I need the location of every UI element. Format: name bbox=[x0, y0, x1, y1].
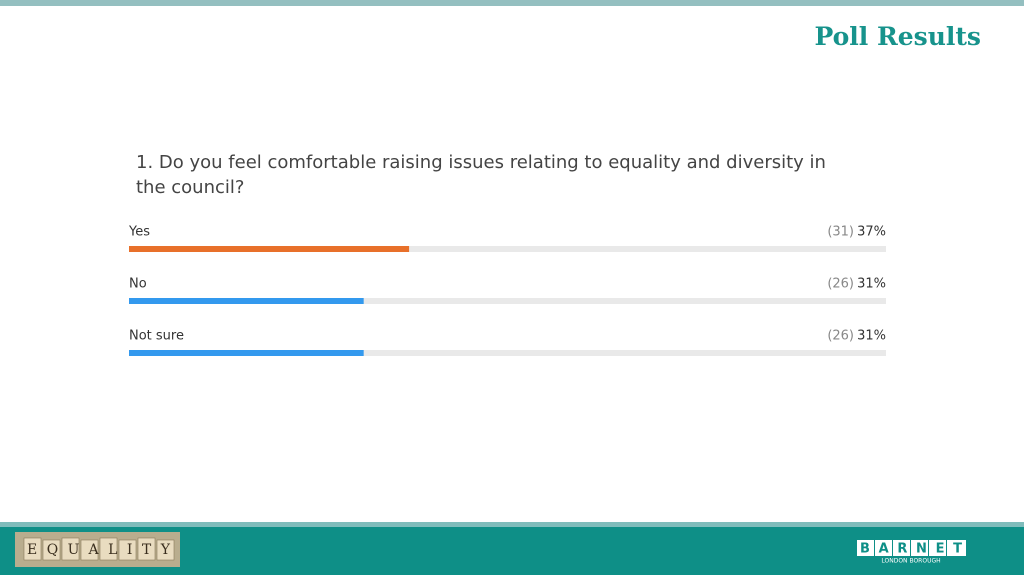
value-label: 31% bbox=[857, 277, 886, 292]
option-label: Yes bbox=[128, 225, 150, 240]
top-bar bbox=[0, 0, 1024, 6]
bar bbox=[129, 246, 410, 252]
option-label: No bbox=[129, 277, 147, 292]
question: 1. Do you feel comfortable raising issue… bbox=[136, 152, 826, 198]
bar-track bbox=[129, 298, 886, 304]
count-label: (26) bbox=[827, 329, 854, 344]
count-label: (31) bbox=[827, 225, 854, 240]
count-label: (26) bbox=[827, 277, 854, 292]
option-label: Not sure bbox=[129, 329, 184, 344]
slide-title: Poll Results bbox=[814, 22, 981, 51]
footer-strip bbox=[0, 522, 1024, 527]
value-label: 31% bbox=[857, 329, 886, 344]
value-label: 37% bbox=[857, 225, 886, 240]
logo-boxes bbox=[857, 540, 966, 556]
bar bbox=[129, 298, 364, 304]
bar bbox=[129, 350, 364, 356]
logo-subtitle: LONDON BOROUGH bbox=[881, 558, 940, 565]
bar-track bbox=[129, 350, 886, 356]
letter-tiles bbox=[23, 537, 175, 561]
bar-track bbox=[129, 246, 886, 252]
